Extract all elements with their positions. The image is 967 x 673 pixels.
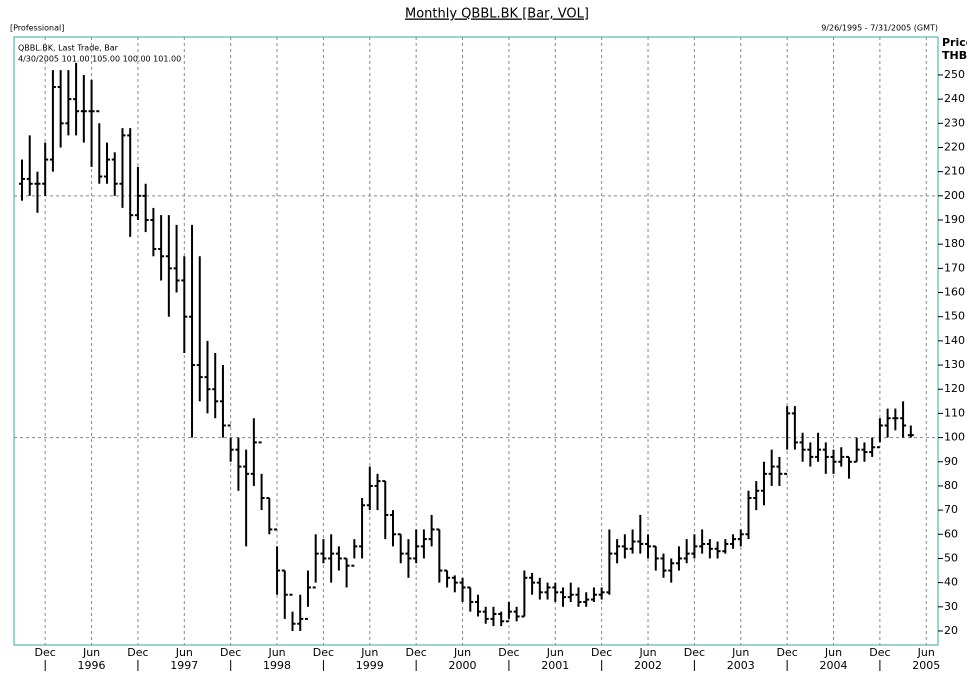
chart-title: Monthly QBBL.BK [Bar, VOL]	[405, 7, 589, 22]
y-tick-label: 230	[944, 116, 965, 129]
y-tick-label: 160	[944, 286, 965, 299]
x-tick-label: Jun	[453, 646, 471, 659]
year-label: 2005	[912, 659, 940, 672]
y-axis-unit: THB	[942, 49, 967, 62]
year-label: 1997	[170, 659, 198, 672]
y-tick-label: 190	[944, 213, 965, 226]
year-label: 2003	[727, 659, 755, 672]
y-tick-label: 40	[944, 576, 958, 589]
x-tick-label: Dec	[406, 646, 427, 659]
x-tick-label: Jun	[267, 646, 285, 659]
x-tick-label: Jun	[638, 646, 656, 659]
year-label: 1996	[78, 659, 106, 672]
x-tick-label: Dec	[313, 646, 334, 659]
y-tick-label: 110	[944, 406, 965, 419]
year-label: 1998	[263, 659, 291, 672]
year-label: 2004	[820, 659, 848, 672]
y-axis-label: Price	[942, 36, 967, 49]
year-label: 1999	[356, 659, 384, 672]
x-tick-label: Dec	[777, 646, 798, 659]
x-tick-label: Dec	[869, 646, 890, 659]
legend-last: 4/30/2005 101.00 105.00 100.00 101.00	[18, 55, 181, 64]
x-tick-label: Jun	[824, 646, 842, 659]
y-tick-label: 210	[944, 165, 965, 178]
year-label: 2000	[449, 659, 477, 672]
y-tick-label: 20	[944, 624, 958, 637]
y-tick-label: 30	[944, 600, 958, 613]
y-tick-label: 100	[944, 431, 965, 444]
x-tick-label: Jun	[546, 646, 564, 659]
y-tick-label: 50	[944, 551, 958, 564]
year-label: 2001	[541, 659, 569, 672]
y-tick-label: 250	[944, 68, 965, 81]
y-tick-label: 130	[944, 358, 965, 371]
y-tick-label: 90	[944, 455, 958, 468]
x-tick-label: Dec	[684, 646, 705, 659]
x-tick-label: Dec	[220, 646, 241, 659]
x-tick-label: Dec	[127, 646, 148, 659]
legend-series: QBBL.BK, Last Trade, Bar	[18, 44, 119, 53]
x-tick-label: Dec	[591, 646, 612, 659]
y-tick-label: 80	[944, 479, 958, 492]
y-tick-label: 220	[944, 140, 965, 153]
x-tick-label: Dec	[498, 646, 519, 659]
y-tick-label: 70	[944, 503, 958, 516]
x-tick-label: Jun	[175, 646, 193, 659]
x-tick-label: Jun	[360, 646, 378, 659]
y-tick-label: 170	[944, 261, 965, 274]
date-range: 9/26/1995 - 7/31/2005 (GMT)	[821, 24, 938, 33]
y-tick-label: 240	[944, 92, 965, 105]
y-tick-label: 200	[944, 189, 965, 202]
edition-label: [Professional]	[10, 24, 64, 33]
year-label: 2002	[634, 659, 662, 672]
y-tick-label: 60	[944, 527, 958, 540]
y-tick-label: 180	[944, 237, 965, 250]
y-tick-label: 140	[944, 334, 965, 347]
y-tick-label: 150	[944, 310, 965, 323]
x-tick-label: Jun	[917, 646, 935, 659]
y-tick-label: 120	[944, 382, 965, 395]
x-tick-label: Jun	[82, 646, 100, 659]
x-tick-label: Jun	[731, 646, 749, 659]
x-tick-label: Dec	[35, 646, 56, 659]
